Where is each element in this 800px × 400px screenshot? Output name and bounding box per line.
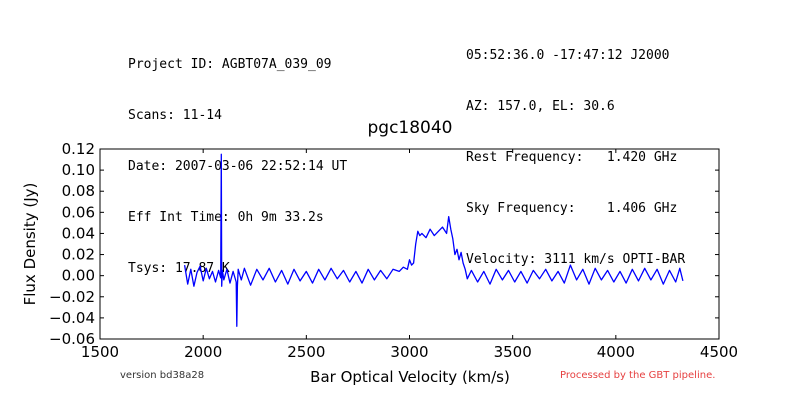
rest-frequency-text: Rest Frequency: 1.420 GHz — [466, 150, 678, 165]
y-tick-label: 0.04 — [62, 224, 95, 242]
x-tick-label: 3000 — [390, 343, 428, 361]
spectrum-line-0 — [183, 153, 684, 327]
sky-frequency-text: Sky Frequency: 1.406 GHz — [466, 201, 678, 216]
az-el-text: AZ: 157.0, EL: 30.6 — [466, 99, 615, 114]
chart-title: pgc18040 — [367, 118, 452, 138]
project-id-text: Project ID: AGBT07A_039_09 — [128, 57, 332, 72]
plot-frame — [99, 148, 720, 340]
eff-int-time-text: Eff Int Time: 0h 9m 33.2s — [128, 210, 324, 225]
coordinates-text: 05:52:36.0 -17:47:12 J2000 — [466, 48, 670, 63]
y-tick-label: 0.06 — [62, 203, 95, 221]
version-note: version bd38a28 — [120, 370, 205, 381]
y-tick-label: 0.10 — [62, 161, 95, 179]
x-tick-label: 4500 — [700, 343, 738, 361]
x-axis-title: Bar Optical Velocity (km/s) — [310, 368, 510, 386]
x-tick-label: 3500 — [494, 343, 532, 361]
scans-text: Scans: 11-14 — [128, 108, 222, 123]
y-tick-label: 0.02 — [62, 246, 95, 264]
x-tick-label: 1500 — [81, 343, 119, 361]
axes-layer: 1500 2000 2500 3000 3500 4000 4500 −0.06 −0.04 −0… — [49, 140, 738, 361]
y-tick-label: −0.02 — [49, 288, 95, 306]
y-tick-label: 0.00 — [62, 267, 95, 285]
velocity-text: Velocity: 3111 km/s OPTI-BAR — [466, 252, 686, 267]
y-tick-label: −0.06 — [49, 330, 95, 348]
y-tick-label: −0.04 — [49, 309, 95, 327]
plot-layer — [183, 153, 684, 327]
y-tick-label: 0.12 — [62, 140, 95, 158]
observation-info-left: Project ID: AGBT07A_039_09 Scans: 11-14 … — [128, 22, 347, 311]
x-tick-label: 4000 — [597, 343, 635, 361]
date-text: Date: 2007-03-06 22:52:14 UT — [128, 159, 348, 174]
y-axis-title: Flux Density (Jy) — [21, 183, 39, 306]
observation-info-right: 05:52:36.0 -17:47:12 J2000 AZ: 157.0, EL… — [466, 13, 685, 302]
x-tick-label: 2500 — [287, 343, 325, 361]
tsys-text: Tsys: 17.87 K — [128, 261, 230, 276]
y-tick-label: 0.08 — [62, 182, 95, 200]
x-tick-label: 2000 — [184, 343, 222, 361]
pipeline-note: Processed by the GBT pipeline. — [560, 370, 716, 381]
